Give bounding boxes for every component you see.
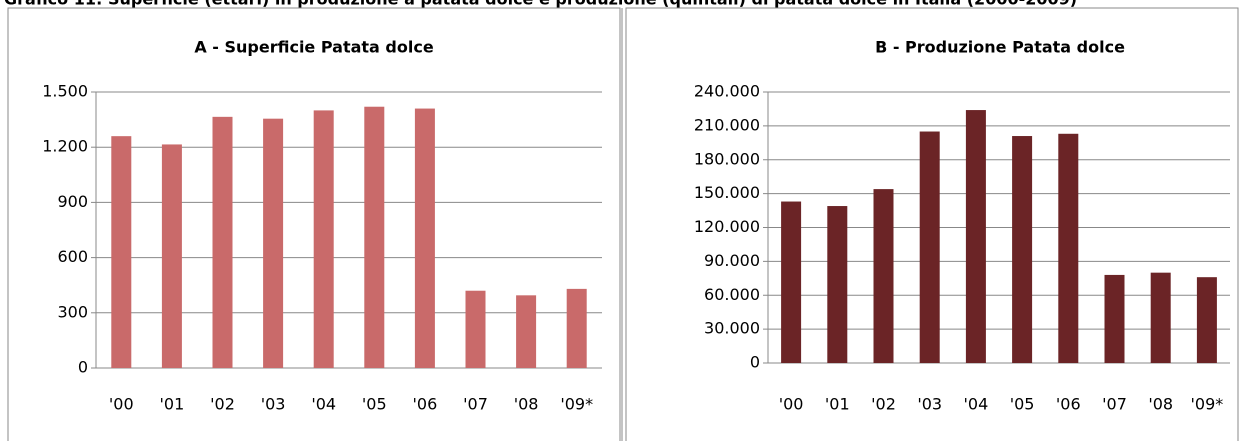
bar — [919, 131, 940, 363]
chart-title: A - Superficie Patata dolce — [194, 38, 433, 57]
bar — [263, 118, 284, 369]
bar — [1150, 272, 1171, 363]
x-tick-label: '02 — [210, 395, 235, 414]
y-tick-label: 30.000 — [704, 319, 760, 338]
x-tick-label: '09* — [1191, 395, 1224, 414]
y-tick-label: 240.000 — [694, 82, 760, 101]
y-tick-label: 210.000 — [694, 115, 760, 134]
x-tick-label: '02 — [871, 395, 896, 414]
x-tick-label: '04 — [311, 395, 336, 414]
x-tick-label: '00 — [779, 395, 804, 414]
y-tick-label: 0 — [750, 353, 760, 372]
x-tick-label: '06 — [1056, 395, 1081, 414]
x-tick-label: '09* — [560, 395, 593, 414]
x-tick-label: '06 — [413, 395, 438, 414]
panel-frame — [7, 7, 621, 441]
x-tick-label: '00 — [109, 395, 134, 414]
bar — [414, 108, 435, 368]
y-tick-label: 1.500 — [42, 82, 88, 101]
bar — [313, 110, 334, 369]
bar — [781, 201, 802, 363]
bar — [161, 144, 182, 368]
bar — [1012, 136, 1033, 363]
x-tick-label: '05 — [1010, 395, 1035, 414]
panel-frame — [625, 7, 1239, 441]
x-tick-label: '03 — [261, 395, 286, 414]
y-tick-label: 90.000 — [704, 251, 760, 270]
bar — [566, 288, 587, 368]
figure-title: Grafico 11: Superficie (ettari) in produ… — [4, 0, 1077, 9]
bar — [965, 110, 986, 363]
x-tick-label: '05 — [362, 395, 387, 414]
y-tick-label: 300 — [57, 302, 88, 321]
x-tick-label: '07 — [1102, 395, 1127, 414]
y-tick-label: 0 — [78, 358, 88, 377]
bar — [827, 206, 848, 363]
x-tick-label: '01 — [825, 395, 850, 414]
y-tick-label: 150.000 — [694, 183, 760, 202]
x-tick-label: '04 — [964, 395, 989, 414]
y-tick-label: 600 — [57, 247, 88, 266]
bar — [111, 136, 132, 368]
x-tick-label: '03 — [917, 395, 942, 414]
bar — [516, 295, 537, 368]
bar — [364, 106, 385, 368]
y-tick-label: 60.000 — [704, 285, 760, 304]
x-tick-label: '01 — [160, 395, 185, 414]
bar — [212, 116, 233, 368]
bar — [465, 290, 486, 368]
y-tick-label: 900 — [57, 192, 88, 211]
bar — [873, 189, 894, 363]
bar — [1104, 274, 1125, 363]
chart-title: B - Produzione Patata dolce — [875, 38, 1125, 57]
x-tick-label: '08 — [514, 395, 539, 414]
x-tick-label: '07 — [463, 395, 488, 414]
y-tick-label: 180.000 — [694, 149, 760, 168]
bar — [1196, 277, 1217, 363]
y-tick-label: 120.000 — [694, 217, 760, 236]
bar — [1058, 133, 1079, 363]
x-tick-label: '08 — [1148, 395, 1173, 414]
y-tick-label: 1.200 — [42, 137, 88, 156]
